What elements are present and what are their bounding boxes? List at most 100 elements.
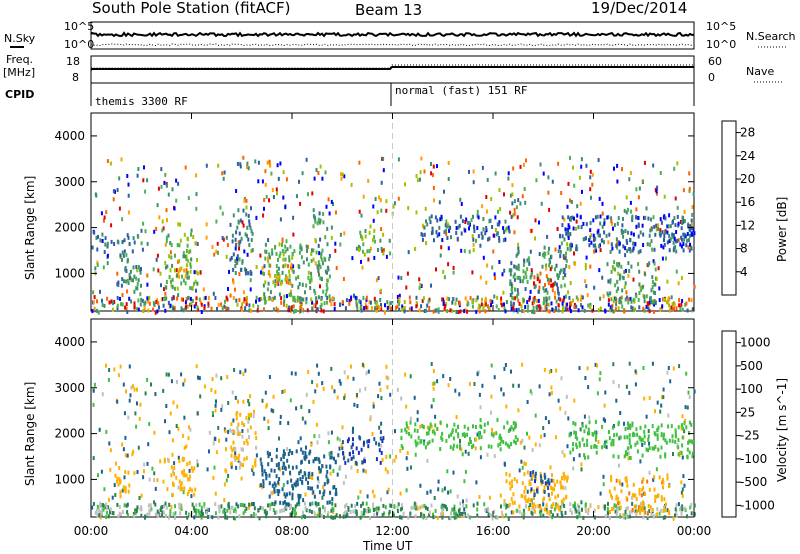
data-cell [461,219,464,224]
data-cell [472,214,474,219]
data-cell [97,310,100,315]
data-cell [662,395,665,400]
data-cell [432,369,435,374]
data-cell [160,167,163,172]
data-cell [265,194,268,199]
data-cell [467,441,470,446]
data-cell [365,371,368,376]
data-cell [499,493,502,498]
data-cell [308,471,311,476]
data-cell [585,222,588,227]
data-cell [676,161,679,166]
data-cell [641,442,644,447]
data-cell [105,510,108,515]
data-cell [310,510,313,514]
data-cell [504,441,507,446]
data-cell [618,463,620,468]
data-cell [432,309,435,314]
data-cell [668,213,671,218]
data-cell [537,504,540,509]
data-cell [610,219,613,224]
data-cell [243,503,246,508]
data-cell [532,470,535,475]
data-cell [575,295,578,300]
data-cell [116,476,119,481]
data-cell [372,204,375,209]
data-cell [187,436,190,441]
data-cell [169,512,172,517]
data-cell [420,512,422,517]
data-cell [457,508,460,513]
data-cell [289,281,292,286]
data-cell [165,505,168,510]
data-cell [162,226,165,231]
data-cell [616,179,619,184]
data-cell [649,242,652,247]
data-cell [667,509,670,514]
data-cell [575,219,578,224]
data-cell [598,268,601,273]
data-cell [429,489,432,494]
data-cell [355,299,358,304]
data-cell [268,263,271,268]
data-cell [550,283,553,288]
data-cell [476,226,479,230]
data-cell [95,235,98,240]
data-cell [208,449,210,454]
data-cell [432,515,435,520]
data-cell [660,508,663,513]
data-cell [522,275,525,280]
data-cell [653,300,656,305]
data-cell [244,509,247,514]
data-cell [250,308,253,313]
data-cell [579,427,582,432]
data-cell [159,271,162,276]
data-cell [454,388,457,393]
data-cell [461,511,464,516]
data-cell [340,443,343,448]
data-cell [526,431,528,436]
data-cell [180,266,183,271]
data-cell [515,308,518,313]
data-cell [239,164,242,169]
data-cell [513,477,516,482]
data-cell [257,304,260,309]
data-cell [509,486,512,491]
data-cell [488,495,491,500]
data-cell [98,508,101,513]
data-cell [616,510,619,515]
data-cell [573,501,576,506]
data-cell [380,307,383,312]
data-cell [139,270,142,275]
data-cell [299,243,302,248]
data-cell [608,489,611,494]
data-cell [380,421,383,426]
data-cell [275,447,278,452]
data-cell [255,453,258,458]
data-cell [544,305,547,310]
data-cell [512,301,515,306]
data-cell [318,263,321,268]
data-cell [526,489,529,494]
data-cell [691,205,694,210]
data-cell [417,435,420,440]
data-cell [326,226,329,231]
data-cell [295,276,298,281]
data-cell [563,503,566,508]
data-cell [163,459,166,464]
data-cell [539,271,542,276]
data-cell [661,256,664,261]
data-cell [435,267,437,272]
data-cell [322,386,325,391]
data-cell [104,236,107,241]
data-cell [691,307,694,312]
data-cell [685,425,688,430]
data-cell [235,230,238,235]
data-cell [267,281,270,286]
data-cell [316,484,319,489]
data-cell [275,474,278,479]
data-cell [493,375,496,380]
data-cell [109,510,111,515]
data-cell [580,225,583,230]
data-cell [564,306,567,311]
